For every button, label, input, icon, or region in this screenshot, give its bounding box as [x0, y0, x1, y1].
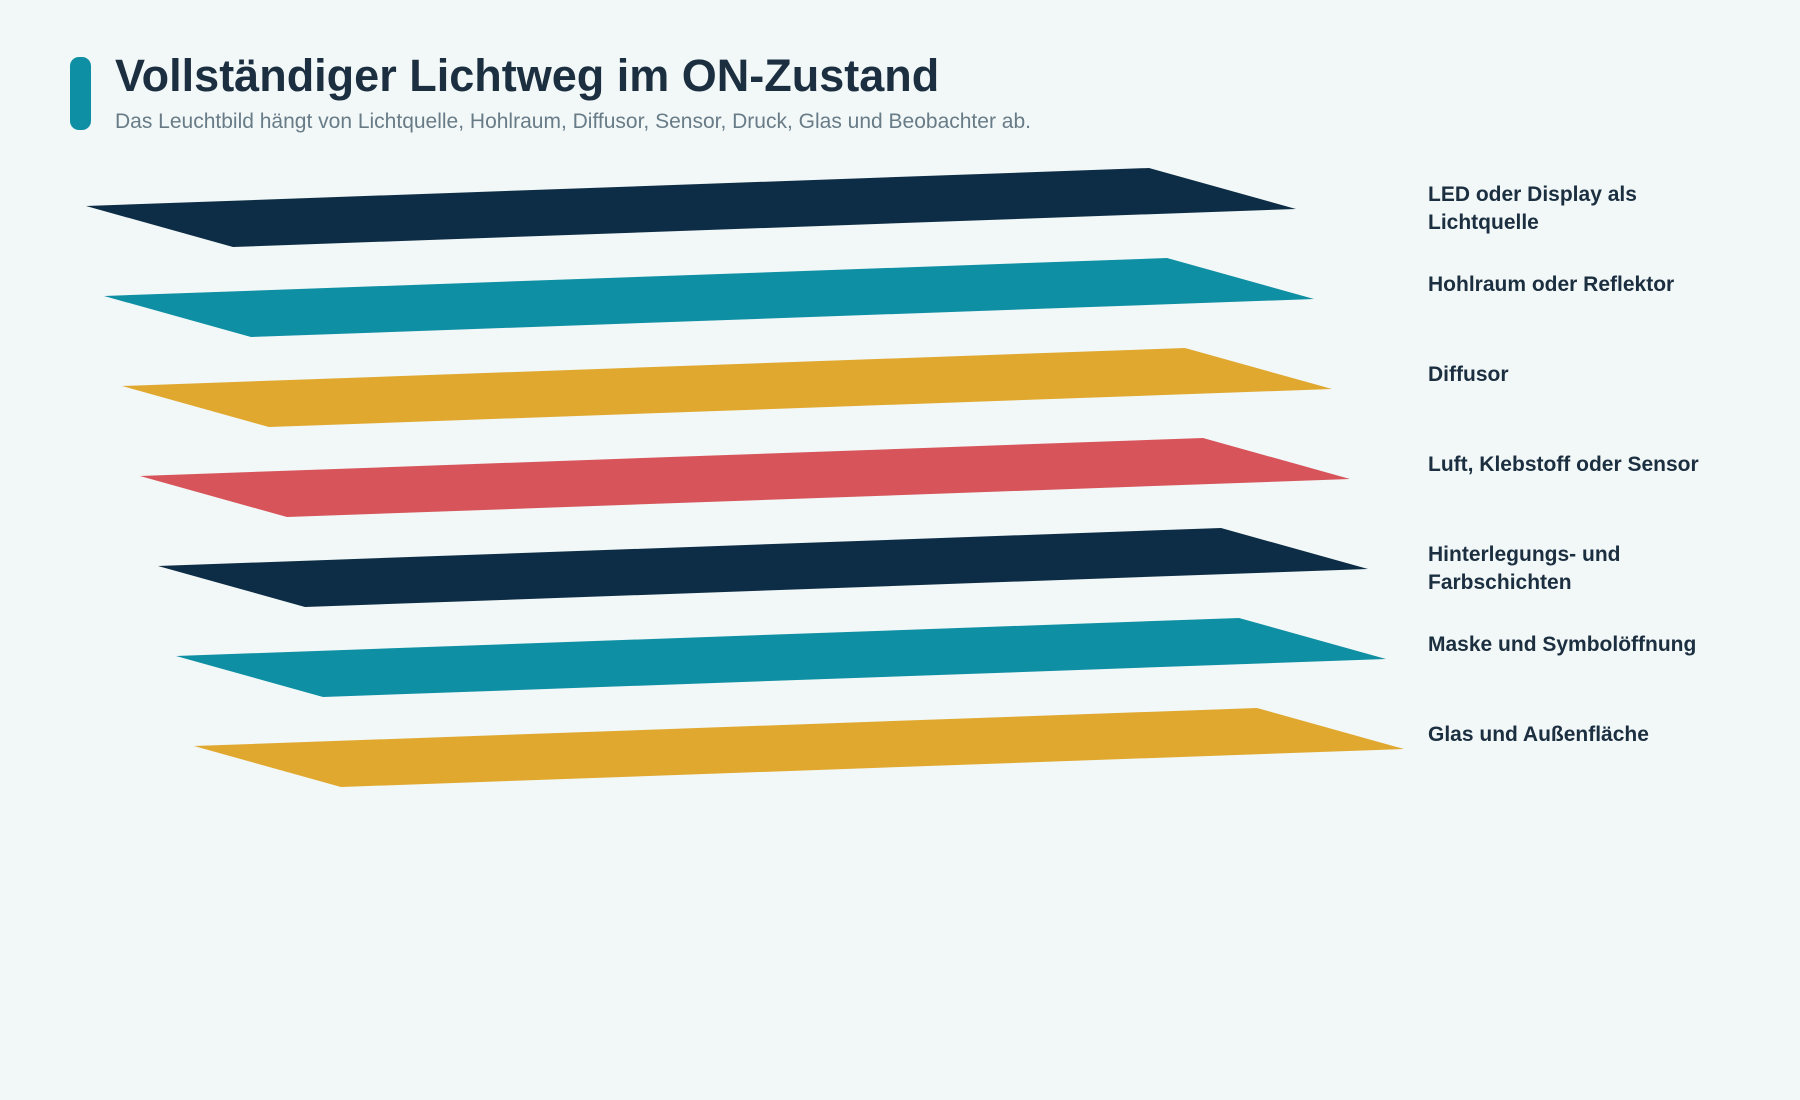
layer-label-diffuser: Diffusor: [1428, 363, 1509, 386]
layer-plate-backing: [158, 528, 1368, 607]
layer-label-sensor: Luft, Klebstoff oder Sensor: [1428, 453, 1699, 476]
layer-label-glass: Glas und Außenfläche: [1428, 723, 1649, 746]
page-title: Vollständiger Lichtweg im ON-Zustand: [115, 50, 940, 101]
layer-label-cavity: Hohlraum oder Reflektor: [1428, 273, 1675, 296]
layer-label-backing: Hinterlegungs- und Farbschichten: [1428, 543, 1621, 594]
layer-plate-sensor: [140, 438, 1350, 517]
layer-label-light-source: LED oder Display als Lichtquelle: [1428, 183, 1637, 234]
page-subtitle: Das Leuchtbild hängt von Lichtquelle, Ho…: [115, 110, 1031, 133]
layer-plate-cavity: [104, 258, 1314, 337]
title-accent-bar: [70, 57, 91, 130]
layer-plate-glass: [194, 708, 1404, 787]
layer-plate-light-source: [86, 168, 1296, 247]
layer-plate-mask: [176, 618, 1386, 697]
layer-plate-diffuser: [122, 348, 1332, 427]
layer-label-mask: Maske und Symbolöffnung: [1428, 633, 1697, 656]
